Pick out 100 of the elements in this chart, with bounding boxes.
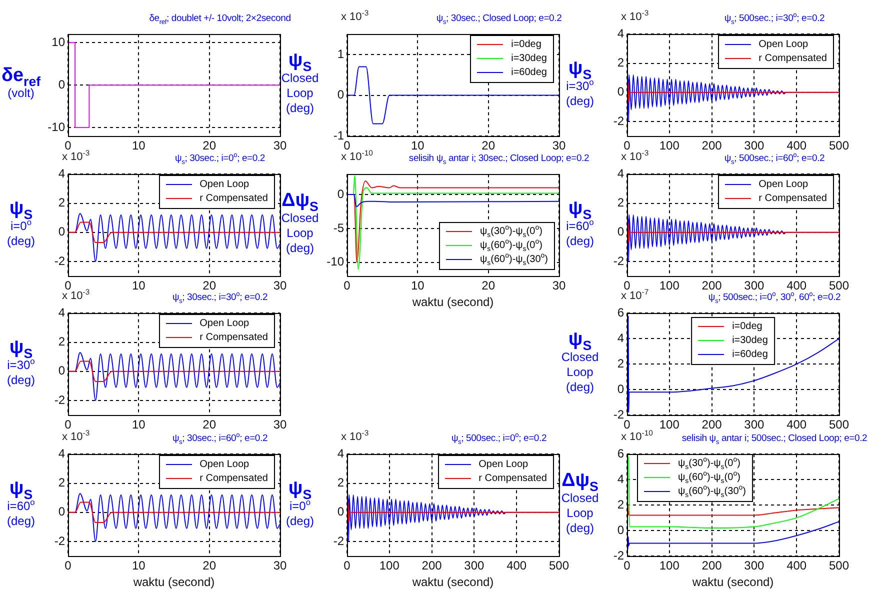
y-axis-title: ψ$_{S}$ i=60$^{o}$ (deg) bbox=[564, 198, 595, 248]
x-tick-label: 200 bbox=[702, 418, 722, 432]
x-tick-label: 500 bbox=[548, 558, 570, 573]
y-axis-title: δe$_{ref}$ (volt) bbox=[0, 65, 42, 101]
x-tick-label: 30 bbox=[273, 418, 287, 432]
x-tick-label: 100 bbox=[659, 138, 680, 153]
x-tick-label: 10 bbox=[132, 418, 146, 432]
y-tick-label: 0 bbox=[58, 504, 66, 519]
text: x 10$^{-3}$ bbox=[341, 8, 369, 23]
x-tick-label: 300 bbox=[744, 278, 765, 293]
chart-title: ψ$_{s}$; 30sec.; Closed Loop; e=0.2 bbox=[435, 13, 563, 26]
y-tick-label: -10 bbox=[48, 120, 66, 134]
y-tick-label: 0 bbox=[617, 224, 624, 239]
y-tick-label: 0 bbox=[337, 186, 344, 201]
x-tick-label: 30 bbox=[273, 278, 287, 293]
x-tick-label: 200 bbox=[702, 138, 722, 153]
y-tick-label: 0 bbox=[58, 77, 66, 92]
legend-label: i=30deg bbox=[511, 53, 547, 64]
x-tick-label: 500 bbox=[828, 558, 850, 573]
chart-title: ψ$_{s}$; 500sec.; i=30$^{o}$; e=0.2 bbox=[723, 12, 826, 26]
x-tick-label: 400 bbox=[786, 558, 807, 573]
y-axis-title: ψ$_{S}$ i=60$^{o}$ (deg) bbox=[6, 478, 36, 528]
y-tick-label: 1 bbox=[337, 46, 344, 61]
legend-label: r Compensated bbox=[200, 332, 268, 343]
x-tick-label: 500 bbox=[828, 418, 850, 432]
legend-label: i=0deg bbox=[511, 39, 542, 50]
y-tick-label: -2 bbox=[54, 534, 66, 548]
legend-label: Open Loop bbox=[758, 179, 808, 190]
y-tick-label: 0 bbox=[617, 522, 624, 537]
x-tick-label: 300 bbox=[464, 558, 485, 573]
y-tick-label: 0 bbox=[617, 84, 624, 99]
legend-label: Open Loop bbox=[478, 459, 528, 470]
x-tick-label: 30 bbox=[552, 138, 566, 153]
y-tick-label: 4 bbox=[58, 166, 66, 181]
text: x 10$^{-10}$ bbox=[621, 428, 653, 443]
x-tick-label: 20 bbox=[202, 278, 216, 293]
chart-title: ψ$_{s}$; 500sec.; i=60$^{o}$; e=0.2 bbox=[723, 152, 826, 166]
y-tick-label: -2 bbox=[613, 407, 624, 422]
x-tick-label: 10 bbox=[410, 278, 425, 293]
y-tick-label: 10 bbox=[52, 34, 66, 49]
y-tick-label: 0 bbox=[58, 364, 66, 378]
chart-title: δe$_{ref}$; doublet +/- 10volt; 2×2second bbox=[148, 13, 292, 26]
x-tick-label: 400 bbox=[506, 558, 527, 573]
x-tick-label: 100 bbox=[659, 558, 680, 573]
y-tick-label: -2 bbox=[613, 254, 624, 268]
x-tick-label: 200 bbox=[422, 558, 442, 573]
chart-title: ψ$_{s}$; 30sec.; i=0$^{o}$; e=0.2 bbox=[174, 152, 266, 166]
x-tick-label: 20 bbox=[482, 138, 496, 153]
x-axis-title: waktu (second) bbox=[411, 575, 494, 590]
legend-label: r Compensated bbox=[200, 473, 268, 484]
y-tick-label: 2 bbox=[617, 196, 624, 210]
legend-label: i=0deg bbox=[732, 321, 762, 332]
y-tick-label: 4 bbox=[617, 330, 624, 345]
x-tick-label: 400 bbox=[786, 418, 807, 432]
y-tick-label: -2 bbox=[613, 114, 624, 128]
y-tick-label: -2 bbox=[54, 392, 66, 407]
x-tick-label: 400 bbox=[786, 278, 807, 293]
y-tick-label: -2 bbox=[333, 534, 344, 548]
y-tick-label: -2 bbox=[613, 548, 624, 562]
chart-title: ψ$_{s}$; 500sec.; i=0$^{o}$; e=0.2 bbox=[450, 432, 548, 446]
y-tick-label: 4 bbox=[617, 472, 624, 486]
text: x 10$^{-3}$ bbox=[62, 428, 90, 443]
x-axis-title: waktu (second) bbox=[691, 575, 774, 590]
x-tick-label: 100 bbox=[659, 278, 680, 293]
y-axis-title: Δψ$_{S}$ Closed Loop (deg) bbox=[560, 470, 600, 536]
chart-title: selisih ψ$_{s}$ antar i; 500sec.; Closed Loop; e=0.2 bbox=[680, 433, 868, 446]
y-tick-label: 4 bbox=[337, 446, 344, 461]
legend-label: Open Loop bbox=[200, 459, 250, 470]
y-tick-label: 0 bbox=[617, 382, 624, 396]
y-tick-label: 4 bbox=[617, 26, 624, 41]
x-tick-label: 20 bbox=[202, 558, 216, 573]
line-series bbox=[628, 456, 839, 529]
x-tick-label: 10 bbox=[132, 138, 146, 153]
y-tick-label: 0 bbox=[337, 88, 344, 102]
y-tick-label: 2 bbox=[337, 476, 344, 490]
legend-label: i=60deg bbox=[511, 67, 547, 78]
text: x 10$^{-3}$ bbox=[62, 148, 90, 163]
x-tick-label: 500 bbox=[828, 138, 850, 153]
y-axis-title: ψ$_{S}$ i=30$^{o}$ (deg) bbox=[6, 336, 36, 388]
text: x 10$^{-10}$ bbox=[341, 148, 373, 163]
y-tick-label: 2 bbox=[58, 334, 66, 349]
legend-label: r Compensated bbox=[200, 193, 268, 204]
legend-label: r Compensated bbox=[758, 193, 827, 204]
y-tick-label: 4 bbox=[58, 446, 66, 461]
x-tick-label: 100 bbox=[379, 558, 400, 573]
legend-label: r Compensated bbox=[758, 53, 827, 64]
y-axis-title: ψ$_{S}$ Closed Loop (deg) bbox=[560, 329, 600, 395]
y-tick-label: 2 bbox=[58, 196, 66, 210]
x-tick-label: 30 bbox=[552, 278, 566, 293]
x-tick-label: 300 bbox=[744, 418, 765, 432]
x-tick-label: 400 bbox=[786, 138, 807, 153]
y-tick-label: -2 bbox=[54, 254, 66, 268]
y-axis-title: ψ$_{S}$ Closed Loop (deg) bbox=[280, 50, 320, 116]
y-tick-label: -1 bbox=[333, 128, 344, 142]
y-axis-title: ψ$_{S}$ i=30$^{o}$ (deg) bbox=[564, 58, 595, 108]
chart-title: ψ$_{s}$; 30sec.; i=30$^{o}$; e=0.2 bbox=[171, 290, 269, 305]
legend-label: Open Loop bbox=[200, 318, 250, 329]
chart-title: ψ$_{s}$; 30sec.; i=60$^{o}$; e=0.2 bbox=[171, 432, 269, 446]
x-tick-label: 10 bbox=[132, 558, 146, 573]
line-series bbox=[627, 521, 839, 550]
